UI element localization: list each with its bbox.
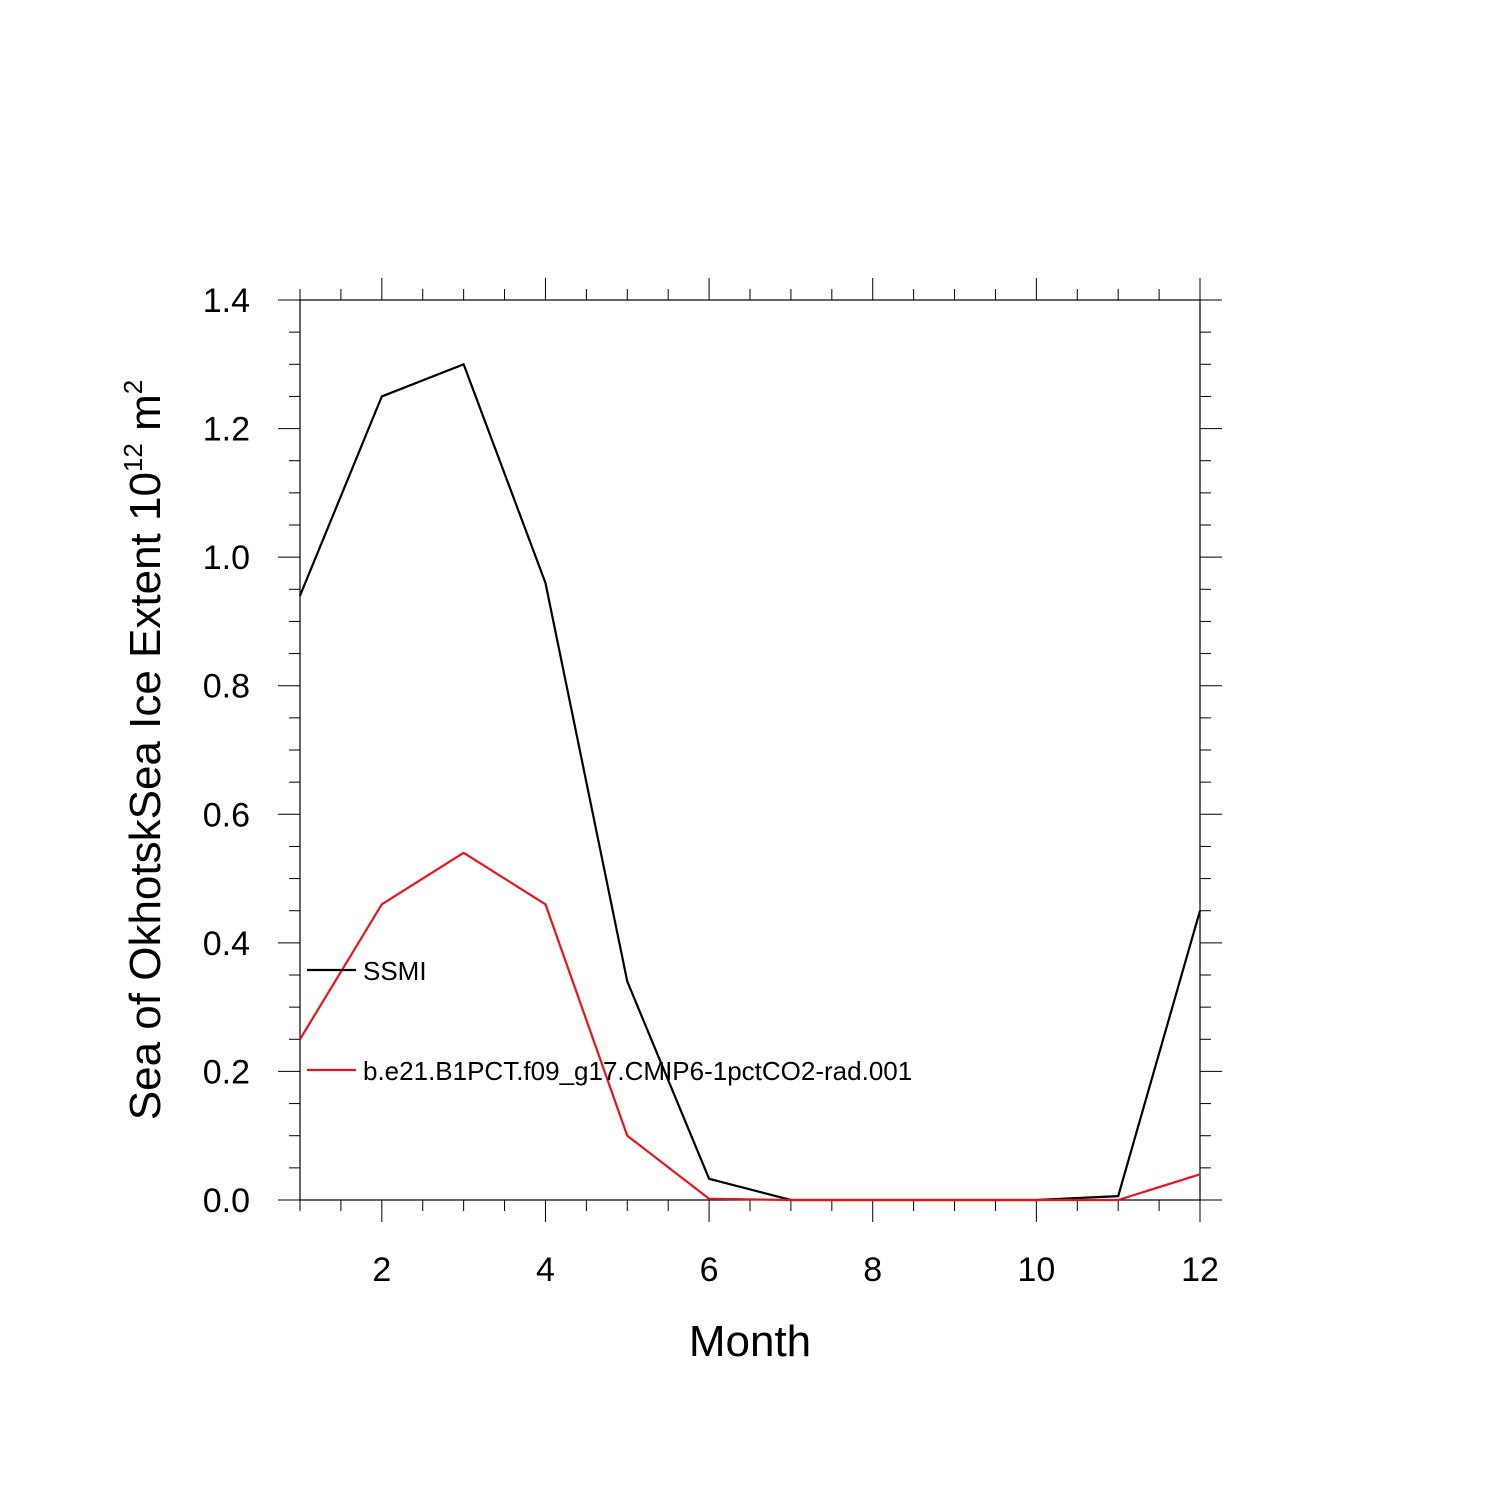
y-tick-label: 0.8 bbox=[203, 668, 250, 706]
y-tick-label: 0.4 bbox=[203, 925, 250, 963]
x-tick-labels: 2 4 6 8 10 12 bbox=[372, 1251, 1219, 1289]
series-line-model bbox=[299, 851, 1201, 1202]
y-tick-labels: 0.0 0.2 0.4 0.6 0.8 1.0 1.2 1.4 bbox=[203, 282, 250, 1220]
y-axis-label-unit-exponent: 2 bbox=[118, 380, 148, 394]
y-axis-label-exponent: 12 bbox=[118, 443, 148, 472]
legend-label: b.e21.B1PCT.f09_g17.CMIP6-1pctCO2-rad.00… bbox=[363, 1056, 912, 1086]
x-tick-label: 10 bbox=[1017, 1251, 1055, 1289]
x-tick-label: 8 bbox=[863, 1251, 882, 1289]
y-tick-label: 1.2 bbox=[203, 411, 250, 449]
legend: SSMI b.e21.B1PCT.f09_g17.CMIP6-1pctCO2-ra… bbox=[307, 956, 912, 1086]
x-axis-label: Month bbox=[689, 1317, 811, 1366]
y-tick-label: 0.6 bbox=[203, 796, 250, 834]
axis-ticks bbox=[278, 278, 1222, 1222]
x-tick-label: 2 bbox=[372, 1251, 391, 1289]
y-tick-label: 1.0 bbox=[203, 539, 250, 577]
x-tick-label: 6 bbox=[700, 1251, 719, 1289]
legend-label: SSMI bbox=[363, 956, 427, 986]
y-tick-label: 0.2 bbox=[203, 1053, 250, 1091]
x-tick-label: 12 bbox=[1181, 1251, 1219, 1289]
y-axis-label-unit: m bbox=[121, 394, 170, 443]
y-axis-label: Sea of OkhotskSea Ice Extent 1012 m2 bbox=[118, 380, 170, 1120]
y-tick-label: 1.4 bbox=[203, 282, 250, 320]
y-tick-label: 0.0 bbox=[203, 1182, 250, 1220]
series-lines bbox=[298, 363, 1202, 1202]
y-axis-label-main: Sea of OkhotskSea Ice Extent 10 bbox=[121, 472, 170, 1120]
x-tick-label: 4 bbox=[536, 1251, 555, 1289]
